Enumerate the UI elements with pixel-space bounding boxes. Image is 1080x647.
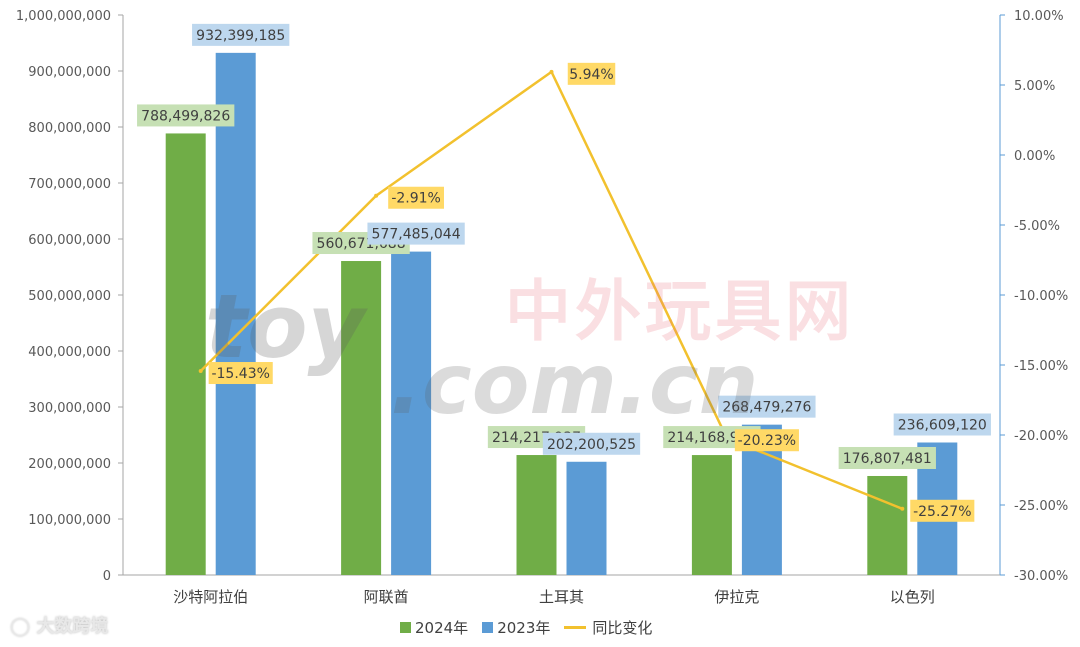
data-label-2023: 577,485,044 — [372, 227, 461, 243]
data-label-2023: 932,399,185 — [196, 28, 285, 44]
data-label-yoy-bg — [208, 362, 273, 385]
left-tick-label: 200,000,000 — [28, 457, 111, 472]
data-label-2024: 788,499,826 — [141, 108, 230, 124]
data-label-2024: 214,168,928 — [667, 430, 756, 446]
left-tick-label: 1,000,000,000 — [16, 9, 111, 24]
legend-label-2023: 2023年 — [497, 619, 551, 637]
right-tick-label: -20.00% — [1014, 429, 1068, 444]
category-label: 以色列 — [890, 588, 935, 606]
bar-2024 — [516, 455, 557, 575]
left-tick-label: 100,000,000 — [28, 513, 111, 528]
legend-swatch-2023 — [482, 622, 494, 633]
watermark-logo: toy — [205, 275, 365, 378]
right-tick-label: 10.00% — [1014, 9, 1064, 24]
left-tick-label: 800,000,000 — [28, 121, 111, 136]
data-label-yoy-bg — [910, 499, 975, 522]
bar-2024 — [691, 455, 732, 575]
right-tick-label: -30.00% — [1014, 569, 1068, 584]
data-label-yoy: -2.91% — [391, 191, 441, 207]
right-tick-label: 5.00% — [1014, 79, 1055, 94]
category-label: 沙特阿拉伯 — [173, 588, 248, 606]
left-tick-label: 0 — [103, 569, 111, 584]
left-tick-label: 400,000,000 — [28, 345, 111, 360]
bar-2024 — [165, 133, 206, 575]
data-label-yoy-bg — [734, 429, 799, 452]
watermark-brand: 中外玩具网 — [505, 273, 855, 350]
chart-legend: 2024年 2023年 同比变化 — [400, 617, 666, 638]
left-tick-label: 500,000,000 — [28, 289, 111, 304]
source-brand: ◯ 大数跨境 — [10, 612, 108, 638]
left-tick-label: 300,000,000 — [28, 401, 111, 416]
right-tick-label: -10.00% — [1014, 289, 1068, 304]
yoy-point — [900, 506, 905, 511]
data-label-2023: 202,200,525 — [547, 437, 636, 453]
data-label-2023-bg — [192, 23, 290, 46]
category-label: 伊拉克 — [714, 588, 759, 606]
legend-swatch-2024 — [400, 622, 411, 633]
legend-swatch-yoy — [564, 626, 587, 629]
right-tick-label: -15.00% — [1014, 359, 1068, 374]
left-tick-label: 900,000,000 — [28, 65, 111, 80]
right-tick-label: 0.00% — [1014, 149, 1055, 164]
data-label-yoy: -20.23% — [738, 433, 796, 449]
data-label-2023-bg — [542, 432, 641, 455]
data-label-yoy: -15.43% — [211, 366, 269, 382]
data-label-2023-bg — [893, 413, 991, 436]
category-label: 土耳其 — [539, 588, 584, 606]
data-label-2024-bg — [838, 446, 936, 469]
data-label-2023-bg — [718, 395, 816, 418]
data-label-2023: 236,609,120 — [898, 417, 987, 433]
legend-label-2024: 2024年 — [415, 619, 469, 637]
data-label-yoy: 5.94% — [569, 67, 613, 83]
data-label-yoy-bg — [567, 62, 616, 85]
weibo-icon: ◯ — [10, 616, 31, 637]
bar-2023 — [215, 52, 256, 576]
right-tick-label: -25.00% — [1014, 499, 1068, 514]
yoy-point — [549, 69, 554, 74]
bar-2023 — [566, 461, 607, 575]
yoy-point — [374, 193, 379, 198]
data-label-2024-bg — [137, 104, 235, 127]
legend-label-yoy: 同比变化 — [592, 619, 653, 637]
source-brand-text: 大数跨境 — [36, 616, 109, 637]
bar-2024 — [341, 261, 382, 575]
left-tick-label: 600,000,000 — [28, 233, 111, 248]
data-label-2023: 268,479,276 — [722, 400, 811, 416]
yoy-point — [198, 369, 203, 374]
legend-item-yoy: 同比变化 — [564, 617, 652, 638]
bar-2023 — [391, 251, 432, 575]
legend-item-2023: 2023年 — [482, 617, 550, 638]
data-label-2024: 176,807,481 — [843, 451, 932, 467]
right-tick-label: -5.00% — [1014, 219, 1060, 234]
bar-2024 — [867, 475, 908, 575]
data-label-yoy: -25.27% — [913, 504, 971, 520]
legend-item-2024: 2024年 — [400, 617, 468, 638]
data-label-yoy-bg — [388, 186, 444, 209]
watermark-domain: .com.cn — [390, 335, 759, 433]
data-label-2023-bg — [367, 222, 465, 245]
category-label: 阿联酋 — [364, 588, 409, 606]
left-tick-label: 700,000,000 — [28, 177, 111, 192]
